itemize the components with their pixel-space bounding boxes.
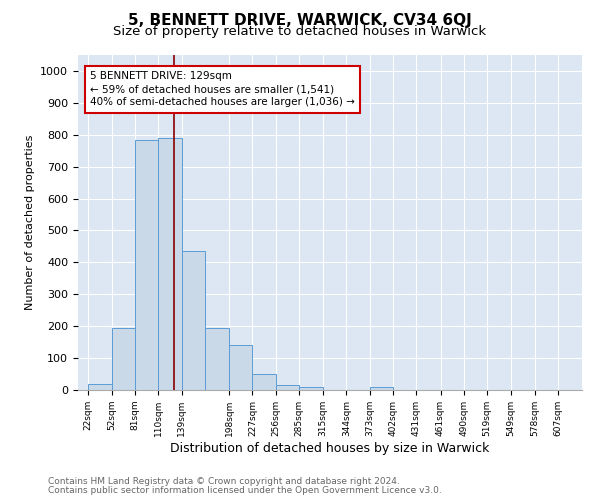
Bar: [370, 387, 393, 390]
Bar: [88, 384, 112, 390]
Text: Contains HM Land Registry data © Crown copyright and database right 2024.: Contains HM Land Registry data © Crown c…: [48, 477, 400, 486]
Bar: [158, 138, 182, 390]
Bar: [182, 251, 205, 390]
Bar: [299, 387, 323, 390]
Text: 5 BENNETT DRIVE: 129sqm
← 59% of detached houses are smaller (1,541)
40% of semi: 5 BENNETT DRIVE: 129sqm ← 59% of detache…: [90, 71, 355, 108]
Bar: [205, 328, 229, 390]
X-axis label: Distribution of detached houses by size in Warwick: Distribution of detached houses by size …: [170, 442, 490, 454]
Bar: [135, 140, 158, 390]
Text: Contains public sector information licensed under the Open Government Licence v3: Contains public sector information licen…: [48, 486, 442, 495]
Bar: [229, 346, 253, 390]
Text: 5, BENNETT DRIVE, WARWICK, CV34 6QJ: 5, BENNETT DRIVE, WARWICK, CV34 6QJ: [128, 12, 472, 28]
Text: Size of property relative to detached houses in Warwick: Size of property relative to detached ho…: [113, 25, 487, 38]
Bar: [112, 328, 135, 390]
Bar: [276, 385, 299, 390]
Y-axis label: Number of detached properties: Number of detached properties: [25, 135, 35, 310]
Bar: [253, 374, 276, 390]
